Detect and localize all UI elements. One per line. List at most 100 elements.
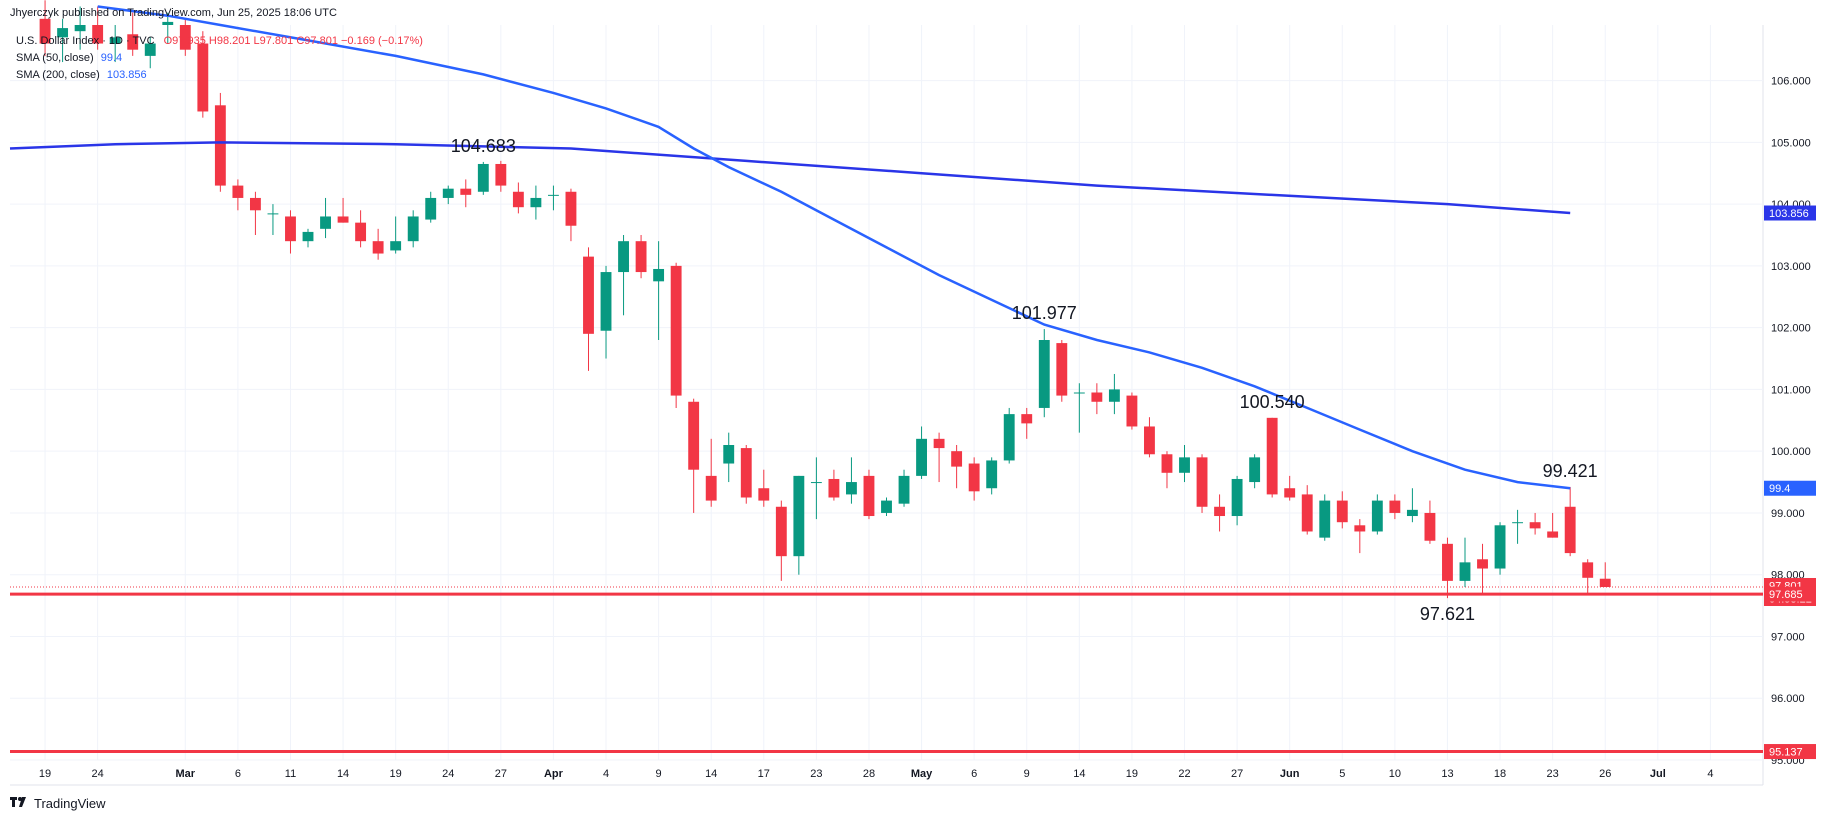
x-tick-label: 14 xyxy=(705,768,717,780)
y-tick-label: 105.000 xyxy=(1771,137,1811,149)
candle-down xyxy=(828,478,840,498)
y-tick-label: 106.000 xyxy=(1771,76,1811,88)
x-tick-label: 28 xyxy=(863,768,875,780)
candle-down xyxy=(1477,559,1488,569)
candle-up xyxy=(144,43,156,56)
x-tick-label: 22 xyxy=(1178,768,1190,780)
candle-down xyxy=(460,188,472,195)
candle-up xyxy=(1038,340,1050,408)
x-tick-label: 4 xyxy=(603,768,609,780)
price-tag-label: 103.856 xyxy=(1769,208,1809,220)
price-annotation: 97.621 xyxy=(1420,604,1475,624)
y-tick-label: 100.000 xyxy=(1771,446,1811,458)
candle-down xyxy=(1599,578,1611,587)
x-tick-label: 10 xyxy=(1389,768,1401,780)
candle-down xyxy=(565,191,577,226)
x-tick-label: 23 xyxy=(1547,768,1559,780)
candle-down xyxy=(933,438,945,449)
candle-up xyxy=(1003,414,1015,461)
candle-down xyxy=(1056,343,1068,396)
footer-brand[interactable]: TradingView xyxy=(10,796,106,811)
candle-up xyxy=(162,21,174,25)
price-axis[interactable]: 95.00096.00097.00098.00099.000100.000101… xyxy=(1764,76,1816,767)
x-tick-label: 5 xyxy=(1339,768,1345,780)
candle-up xyxy=(1512,522,1524,524)
candle-down xyxy=(775,506,787,557)
price-tag-label: 95.137 xyxy=(1769,747,1803,759)
price-annotations: 104.683 101.977 100.540 97.621 99.421 xyxy=(451,136,1598,624)
tradingview-brand: TradingView xyxy=(34,796,106,811)
sma200-legend[interactable]: SMA (200, close) 103.856 xyxy=(16,69,147,81)
candle-up xyxy=(477,163,489,192)
candle-down xyxy=(92,25,104,44)
x-tick-label: Jun xyxy=(1280,768,1300,780)
sma50-legend[interactable]: SMA (50, close) 99.4 xyxy=(16,52,122,64)
x-tick-label: 24 xyxy=(92,768,104,780)
x-tick-label: 9 xyxy=(656,768,662,780)
candle-down xyxy=(1582,562,1594,578)
candles xyxy=(39,0,1611,599)
candle-down xyxy=(1354,525,1366,532)
sma200-value: 103.856 xyxy=(106,69,147,81)
x-tick-label: 19 xyxy=(390,768,402,780)
candle-up xyxy=(109,37,121,44)
candle-up xyxy=(1459,562,1471,581)
candle-up xyxy=(390,241,402,251)
candle-down xyxy=(635,241,647,273)
x-tick-label: 24 xyxy=(442,768,454,780)
candle-down xyxy=(670,265,682,396)
y-tick-label: 102.000 xyxy=(1771,323,1811,335)
x-tick-label: 6 xyxy=(235,768,241,780)
x-tick-label: 19 xyxy=(39,768,51,780)
candle-up xyxy=(881,500,892,513)
candle-up xyxy=(547,194,559,196)
candle-up xyxy=(57,28,69,38)
x-tick-label: 26 xyxy=(1599,768,1611,780)
x-tick-label: Mar xyxy=(176,768,196,780)
candle-up xyxy=(653,268,665,282)
candle-up xyxy=(1371,500,1383,532)
x-tick-label: 11 xyxy=(285,768,296,780)
candle-down xyxy=(1126,395,1138,427)
x-tick-label: 6 xyxy=(971,768,977,780)
candle-down xyxy=(740,448,752,498)
x-tick-label: Apr xyxy=(544,768,564,780)
candle-down xyxy=(1564,506,1576,554)
price-tag-label: 99.4 xyxy=(1769,483,1790,495)
candle-down xyxy=(495,163,507,186)
candle-up xyxy=(1231,478,1243,517)
sma50-value: 99.4 xyxy=(100,52,123,64)
candle-down xyxy=(232,185,244,198)
y-tick-label: 96.000 xyxy=(1771,693,1805,705)
x-tick-label: 4 xyxy=(1707,768,1713,780)
candle-down xyxy=(1529,522,1541,529)
sma50-label: SMA (50, close) xyxy=(16,52,94,64)
y-tick-label: 101.000 xyxy=(1771,384,1811,396)
candle-up xyxy=(618,241,629,273)
price-annotation: 99.421 xyxy=(1543,461,1598,481)
candle-down xyxy=(1547,531,1559,538)
candle-up xyxy=(600,272,612,331)
x-tick-label: 17 xyxy=(758,768,770,780)
time-axis[interactable]: 19 24 Mar 6 11 14 19 24 27 Apr 4 9 14 17 23 28 May 6 9 14 19… xyxy=(39,768,1714,780)
candle-up xyxy=(916,438,927,476)
candle-down xyxy=(214,105,226,186)
candle-up xyxy=(810,482,822,484)
candle-up xyxy=(425,197,437,220)
x-tick-label: 18 xyxy=(1494,768,1506,780)
x-tick-label: May xyxy=(911,768,933,780)
price-tag xyxy=(1764,586,1816,602)
candle-up xyxy=(302,231,314,242)
candle-down xyxy=(1336,500,1348,523)
candle-up xyxy=(1494,525,1506,569)
sma200-label: SMA (200, close) xyxy=(16,69,100,81)
candle-down xyxy=(863,475,875,517)
candle-down xyxy=(127,34,139,50)
ohlc-values: O97.935 H98.201 L97.801 C97.801 −0.169 (… xyxy=(163,35,423,47)
x-tick-label: 14 xyxy=(337,768,349,780)
candle-down xyxy=(1442,543,1453,581)
candle-up xyxy=(267,213,279,215)
price-tag-label: 97.685 xyxy=(1769,589,1803,601)
candle-up xyxy=(846,482,857,495)
